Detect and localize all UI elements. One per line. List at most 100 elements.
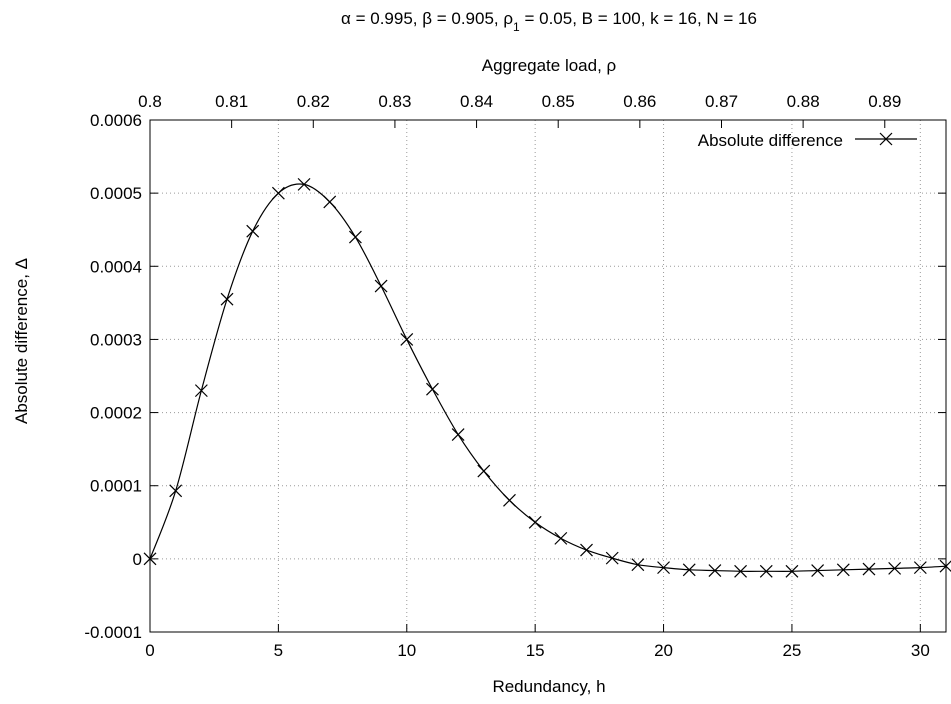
chart-title-rest: = 0.05, B = 100, k = 16, N = 16 (520, 9, 757, 28)
data-point (605, 551, 619, 565)
data-point-stroke (400, 333, 414, 346)
data-point (323, 195, 337, 209)
data-point (888, 561, 902, 575)
data-point (528, 515, 542, 529)
x-tick-label: 15 (526, 641, 545, 660)
y-axis-title: Absolute difference, Δ (12, 258, 31, 424)
y-tick-label: 0.0001 (90, 477, 142, 496)
y-tick-label: 0.0005 (90, 184, 142, 203)
data-point (374, 279, 388, 293)
data-point-stroke (708, 564, 722, 577)
x2-tick-label: 0.86 (623, 92, 656, 111)
data-point (246, 224, 260, 238)
data-point-stroke (220, 292, 234, 306)
y-tick-label: 0.0002 (90, 404, 142, 423)
y-tick-label: -0.0001 (84, 623, 142, 642)
data-point-stroke (528, 515, 542, 529)
data-point (297, 177, 311, 191)
x-tick-label: 30 (911, 641, 930, 660)
data-point (554, 531, 568, 545)
data-point (426, 382, 439, 396)
data-point (682, 563, 696, 577)
data-point-stroke (862, 562, 876, 576)
y-tick-label: 0 (133, 550, 142, 569)
data-point-stroke (169, 484, 183, 498)
x-tick-label: 10 (397, 641, 416, 660)
data-point-stroke (323, 195, 337, 209)
x2-tick-label: 0.8 (138, 92, 162, 111)
x-axis-title: Redundancy, h (492, 677, 605, 696)
data-point-stroke (785, 564, 799, 578)
data-point-stroke (477, 464, 491, 478)
y-tick-label: 0.0006 (90, 111, 142, 130)
data-point-stroke (374, 279, 388, 293)
data-point (220, 292, 234, 306)
data-point (631, 558, 645, 572)
data-point (400, 333, 414, 346)
chart-title-main: α = 0.995, β = 0.905, ρ (341, 9, 513, 28)
data-point-stroke (194, 384, 208, 398)
data-point (734, 564, 748, 578)
data-point-stroke (503, 493, 516, 507)
data-point (348, 230, 362, 244)
data-point-stroke (554, 531, 568, 545)
data-point (477, 464, 491, 478)
x2-tick-label: 0.85 (542, 92, 575, 111)
data-point-stroke (297, 177, 311, 191)
data-point (657, 561, 670, 575)
data-point-stroke (913, 561, 927, 575)
x2-tick-label: 0.88 (787, 92, 820, 111)
data-point-stroke (605, 551, 619, 565)
data-point-stroke (348, 230, 362, 244)
x2-tick-label: 0.81 (215, 92, 248, 111)
x2-tick-label: 0.83 (378, 92, 411, 111)
data-point-stroke (682, 563, 696, 577)
x2-tick-label: 0.82 (297, 92, 330, 111)
x2-tick-label: 0.87 (705, 92, 738, 111)
data-point (503, 493, 516, 507)
chart-title: α = 0.995, β = 0.905, ρ1 = 0.05, B = 100… (341, 9, 757, 34)
data-point-stroke (246, 224, 260, 238)
data-point-stroke (888, 561, 902, 575)
x-tick-label: 20 (654, 641, 673, 660)
data-point (913, 561, 927, 575)
x-tick-label: 0 (145, 641, 154, 660)
legend-marker-b (879, 132, 893, 146)
data-point-stroke (426, 382, 439, 396)
y-tick-label: 0.0004 (90, 257, 142, 276)
data-point (862, 562, 876, 576)
data-point-stroke (451, 428, 465, 441)
x2-axis-title: Aggregate load, ρ (482, 56, 616, 75)
data-point (194, 384, 208, 398)
data-point (451, 428, 465, 441)
data-point-stroke (759, 564, 773, 578)
legend-label: Absolute difference (698, 131, 843, 150)
x2-tick-label: 0.84 (460, 92, 493, 111)
data-point (811, 564, 825, 577)
data-point-stroke (657, 561, 670, 575)
x-tick-label: 25 (782, 641, 801, 660)
data-point-stroke (271, 186, 285, 200)
data-point (580, 543, 593, 557)
data-point (169, 484, 183, 498)
x-tick-label: 5 (274, 641, 283, 660)
axes: -0.000100.00010.00020.00030.00040.00050.… (84, 92, 947, 660)
grid (150, 120, 946, 632)
data-point-stroke (836, 563, 850, 577)
data-point-stroke (734, 564, 748, 578)
data-point (708, 564, 722, 577)
data-point (785, 564, 799, 578)
plot-area (143, 177, 951, 578)
data-point (836, 563, 850, 577)
data-point-stroke (811, 564, 825, 577)
legend: Absolute difference (698, 131, 917, 150)
data-point (759, 564, 773, 578)
data-point-stroke (631, 558, 645, 572)
chart-title-subscript: 1 (513, 20, 520, 34)
data-point (271, 186, 285, 200)
series-line (149, 183, 947, 572)
y-tick-label: 0.0003 (90, 330, 142, 349)
plot-frame (149, 119, 947, 633)
data-point-stroke (580, 543, 593, 557)
